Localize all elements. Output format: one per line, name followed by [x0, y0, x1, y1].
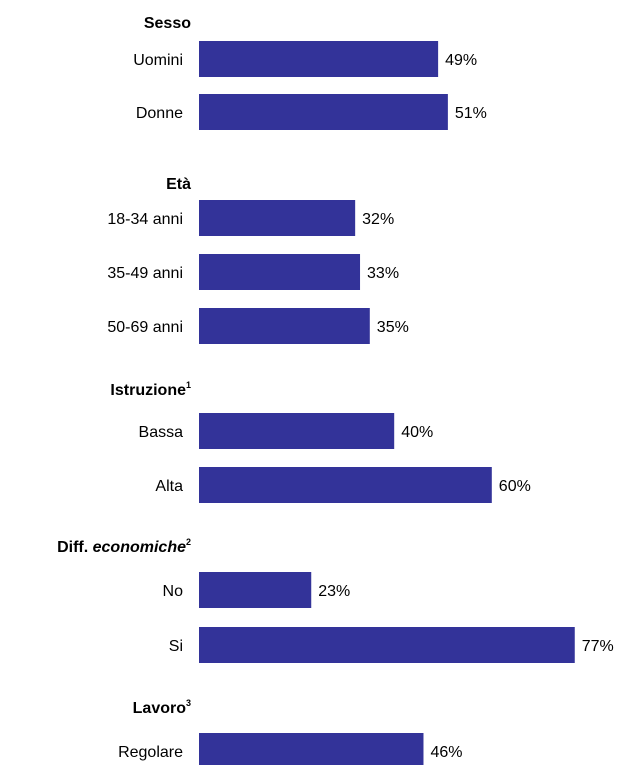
- group-title-diff: Diff. economiche2: [57, 537, 191, 556]
- bar-regolare: [199, 733, 424, 765]
- value-label-si: 77%: [582, 638, 614, 655]
- category-label-uomini: Uomini: [133, 52, 183, 69]
- group-title-età: Età: [166, 176, 191, 193]
- category-label-donne: Donne: [136, 105, 183, 122]
- bar-uomini: [199, 41, 439, 77]
- category-label-35-49-anni: 35-49 anni: [107, 265, 183, 282]
- value-label-bassa: 40%: [401, 424, 433, 441]
- value-label-donne: 51%: [455, 105, 487, 122]
- category-label-18-34-anni: 18-34 anni: [107, 211, 183, 228]
- group-title-lavoro: Lavoro3: [133, 698, 191, 717]
- category-label-50-69-anni: 50-69 anni: [107, 319, 183, 336]
- bar-bassa: [199, 413, 395, 449]
- group-title-sesso: Sesso: [144, 15, 191, 32]
- bar-si: [199, 627, 575, 663]
- bar-no: [199, 572, 312, 608]
- bar-35-49-anni: [199, 254, 361, 290]
- category-label-si: Si: [169, 638, 183, 655]
- bar-donne: [199, 94, 448, 130]
- category-label-bassa: Bassa: [139, 424, 184, 441]
- value-label-no: 23%: [318, 583, 350, 600]
- category-label-no: No: [163, 583, 184, 600]
- value-label-18-34-anni: 32%: [362, 211, 394, 228]
- bar-50-69-anni: [199, 308, 370, 344]
- value-label-35-49-anni: 33%: [367, 265, 399, 282]
- category-label-regolare: Regolare: [118, 744, 183, 761]
- value-label-regolare: 46%: [430, 744, 462, 761]
- bar-18-34-anni: [199, 200, 356, 236]
- group-title-istruzione: Istruzione1: [110, 380, 191, 399]
- value-label-alta: 60%: [499, 478, 531, 495]
- value-label-50-69-anni: 35%: [377, 319, 409, 336]
- category-label-alta: Alta: [155, 478, 183, 495]
- value-label-uomini: 49%: [445, 52, 477, 69]
- bar-alta: [199, 467, 492, 503]
